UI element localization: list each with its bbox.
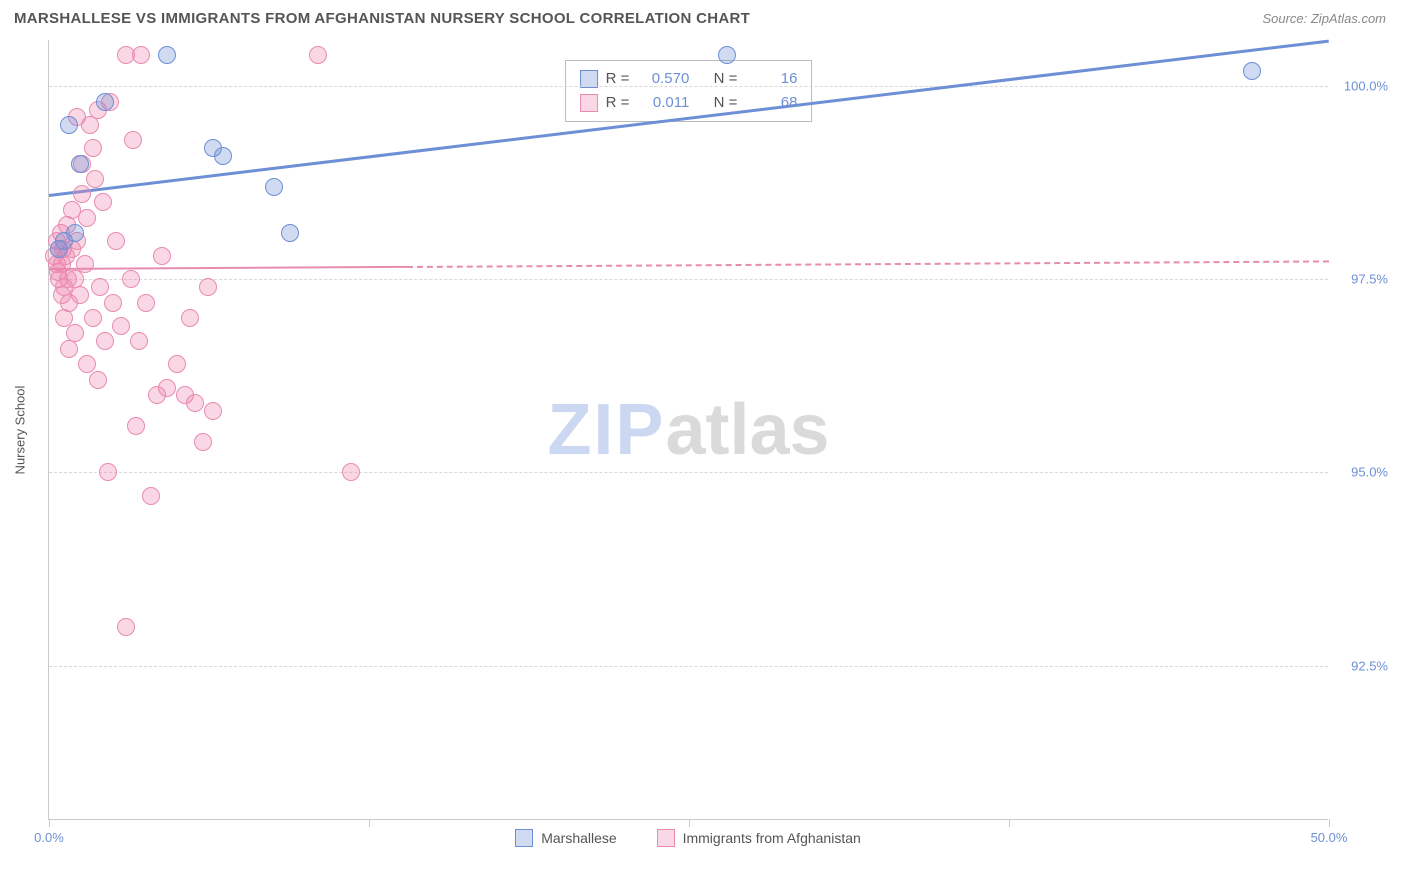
swatch-a: [580, 70, 598, 88]
y-tick-label: 95.0%: [1351, 465, 1388, 480]
watermark: ZIPatlas: [547, 389, 829, 471]
stat-n-value-a: 16: [745, 67, 797, 91]
scatter-point-b: [181, 309, 199, 327]
legend-label-a: Marshallese: [541, 830, 616, 846]
scatter-point-b: [130, 332, 148, 350]
stat-row-a: R = 0.570 N = 16: [580, 67, 798, 91]
gridline: [49, 279, 1328, 280]
scatter-point-b: [168, 355, 186, 373]
y-axis-title: Nursery School: [13, 386, 28, 475]
legend: Marshallese Immigrants from Afghanistan: [48, 829, 1328, 850]
stat-n-label: N =: [714, 67, 738, 91]
scatter-point-a: [265, 178, 283, 196]
watermark-zip: ZIP: [547, 390, 665, 470]
scatter-point-b: [153, 247, 171, 265]
page-title: MARSHALLESE VS IMMIGRANTS FROM AFGHANIST…: [14, 10, 750, 27]
scatter-point-b: [342, 463, 360, 481]
watermark-atlas: atlas: [665, 390, 829, 470]
scatter-point-a: [281, 224, 299, 242]
scatter-point-b: [86, 170, 104, 188]
scatter-point-b: [132, 46, 150, 64]
scatter-point-b: [104, 294, 122, 312]
scatter-point-b: [112, 317, 130, 335]
legend-item-a: Marshallese: [515, 829, 616, 847]
scatter-point-b: [91, 278, 109, 296]
scatter-point-b: [99, 463, 117, 481]
scatter-point-b: [122, 270, 140, 288]
scatter-point-b: [204, 402, 222, 420]
scatter-point-b: [89, 371, 107, 389]
scatter-point-a: [60, 116, 78, 134]
swatch-b: [657, 829, 675, 847]
scatter-point-b: [124, 131, 142, 149]
scatter-point-a: [96, 93, 114, 111]
legend-item-b: Immigrants from Afghanistan: [657, 829, 861, 847]
x-tick: [1329, 819, 1330, 827]
stat-box: R = 0.570 N = 16 R = 0.011 N = 68: [565, 60, 813, 122]
y-tick-label: 97.5%: [1351, 272, 1388, 287]
x-tick: [49, 819, 50, 827]
stat-r-label: R =: [606, 67, 630, 91]
scatter-plot: ZIPatlas R = 0.570 N = 16 R = 0.011 N = …: [48, 40, 1328, 820]
scatter-point-b: [142, 487, 160, 505]
scatter-point-b: [117, 618, 135, 636]
trend-line: [49, 266, 407, 270]
scatter-point-a: [718, 46, 736, 64]
scatter-point-b: [186, 394, 204, 412]
scatter-point-b: [81, 116, 99, 134]
scatter-point-b: [60, 340, 78, 358]
x-tick: [369, 819, 370, 827]
scatter-point-b: [199, 278, 217, 296]
scatter-point-b: [107, 232, 125, 250]
stat-row-b: R = 0.011 N = 68: [580, 91, 798, 115]
scatter-point-b: [84, 139, 102, 157]
scatter-point-b: [73, 185, 91, 203]
scatter-point-b: [84, 309, 102, 327]
legend-label-b: Immigrants from Afghanistan: [683, 830, 861, 846]
x-tick: [1009, 819, 1010, 827]
scatter-point-b: [96, 332, 114, 350]
scatter-point-b: [66, 324, 84, 342]
swatch-b: [580, 94, 598, 112]
scatter-point-b: [158, 379, 176, 397]
scatter-point-b: [194, 433, 212, 451]
y-tick-label: 100.0%: [1344, 79, 1388, 94]
scatter-point-a: [214, 147, 232, 165]
scatter-point-b: [76, 255, 94, 273]
scatter-point-a: [158, 46, 176, 64]
y-tick-label: 92.5%: [1351, 658, 1388, 673]
trend-line: [407, 260, 1329, 268]
gridline: [49, 86, 1328, 87]
chart-container: Nursery School ZIPatlas R = 0.570 N = 16…: [48, 40, 1328, 820]
scatter-point-b: [71, 286, 89, 304]
gridline: [49, 472, 1328, 473]
x-tick: [689, 819, 690, 827]
scatter-point-b: [137, 294, 155, 312]
stat-r-label: R =: [606, 91, 630, 115]
scatter-point-b: [309, 46, 327, 64]
stat-r-value-b: 0.011: [637, 91, 689, 115]
scatter-point-a: [66, 224, 84, 242]
scatter-point-a: [71, 155, 89, 173]
source-label: Source: ZipAtlas.com: [1262, 11, 1386, 26]
scatter-point-b: [78, 209, 96, 227]
stat-r-value-a: 0.570: [637, 67, 689, 91]
gridline: [49, 666, 1328, 667]
scatter-point-b: [127, 417, 145, 435]
swatch-a: [515, 829, 533, 847]
scatter-point-a: [1243, 62, 1261, 80]
scatter-point-b: [94, 193, 112, 211]
